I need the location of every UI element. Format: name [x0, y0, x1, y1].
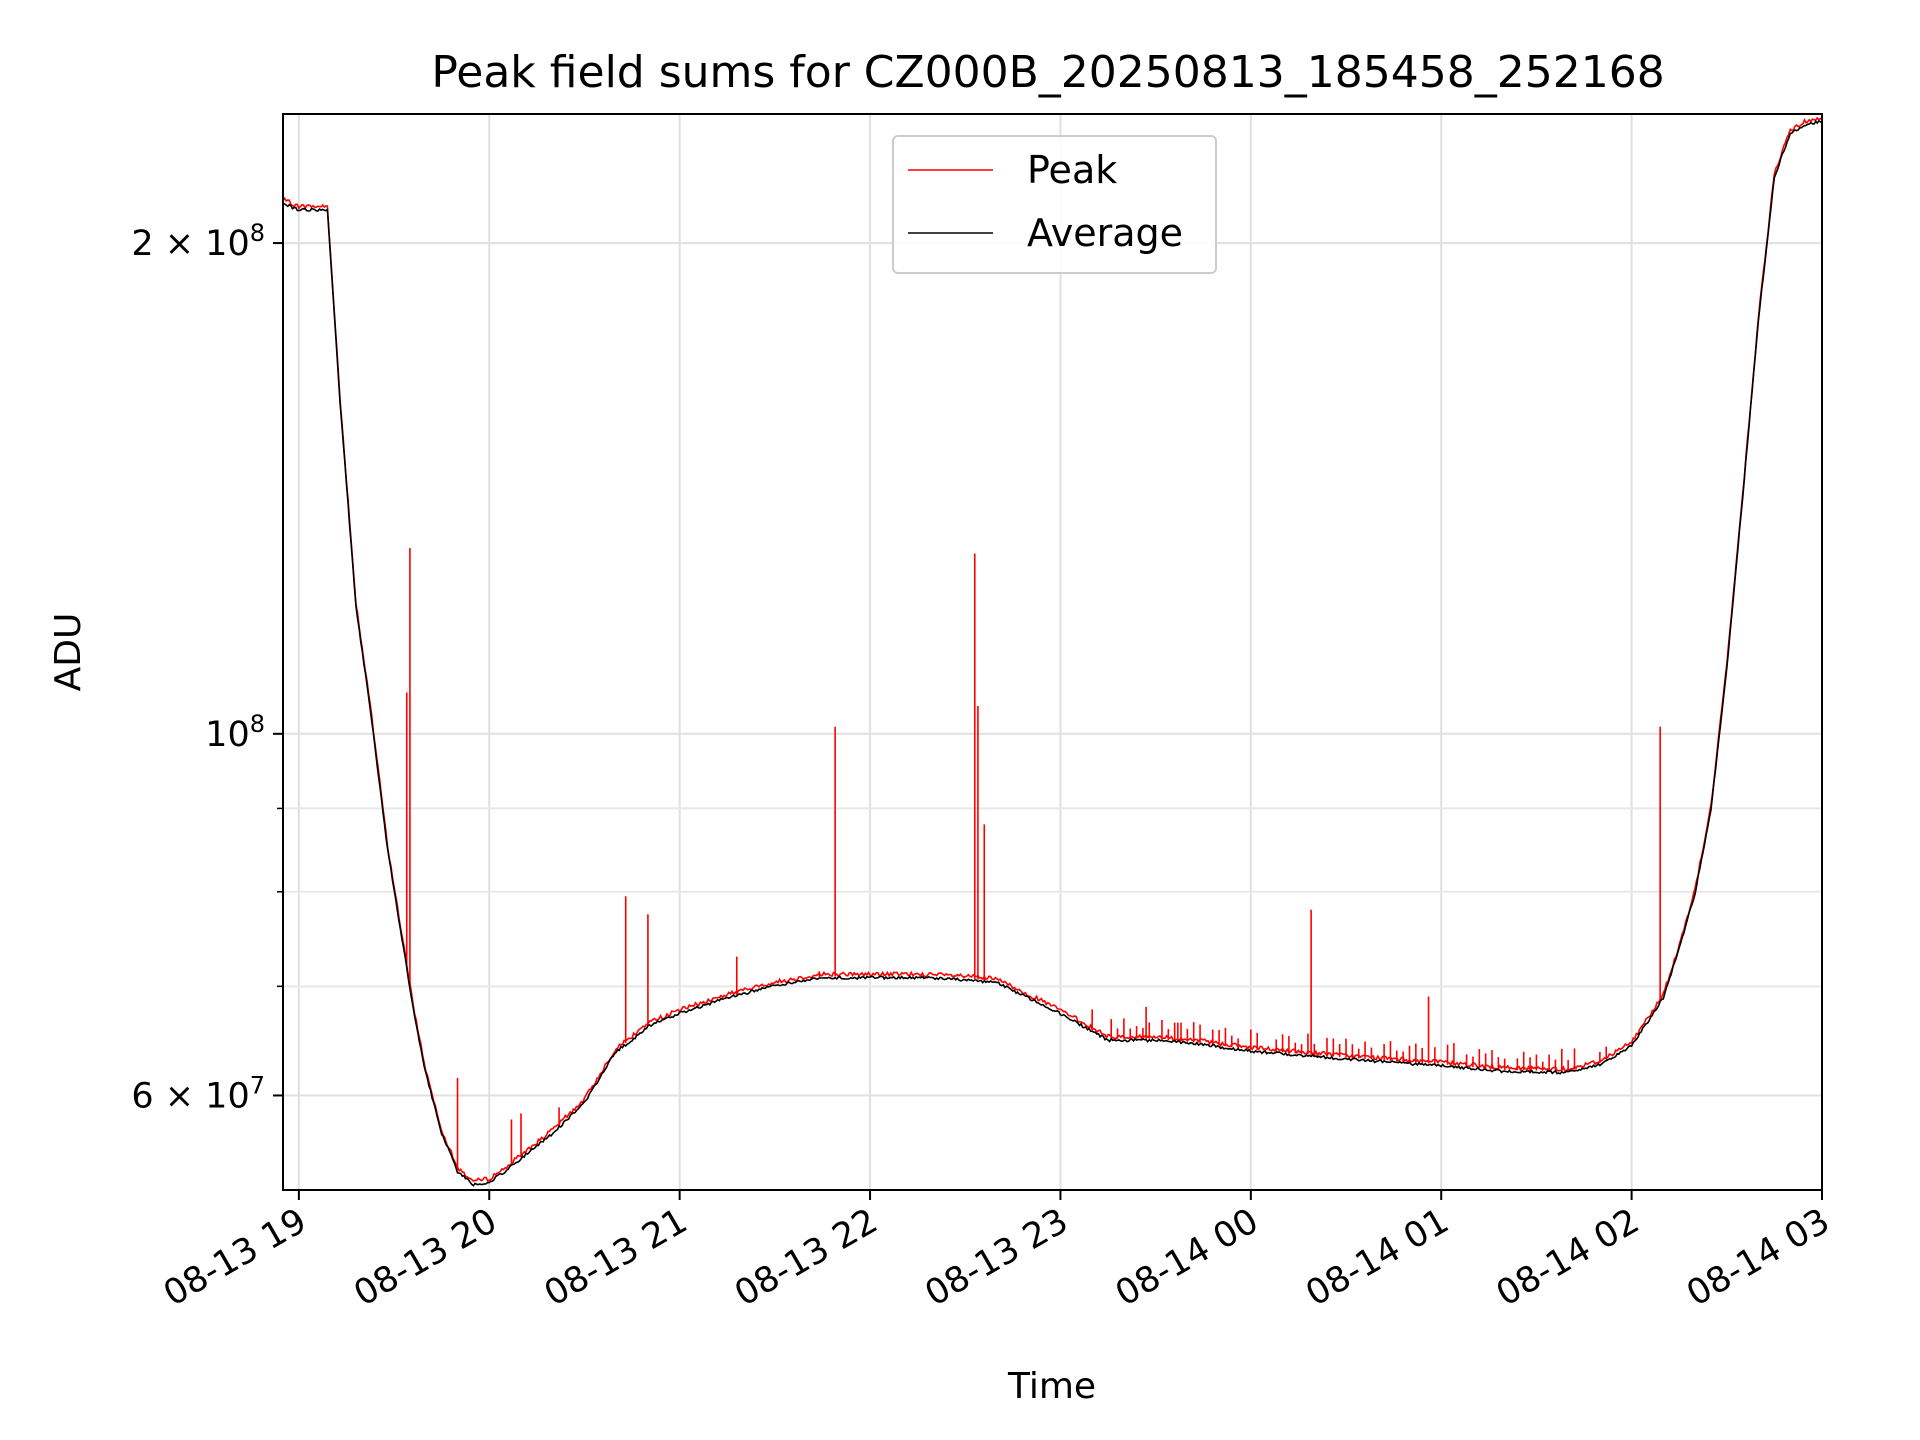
y-tick-label: 108 — [205, 710, 265, 755]
legend: Peak Average — [892, 135, 1217, 274]
grid — [283, 114, 1823, 1190]
legend-label-average: Average — [1027, 211, 1183, 255]
x-tick-label: 08-13 19 — [157, 1201, 313, 1314]
series-average-line — [282, 119, 1823, 1187]
x-axis-title: Time — [1007, 1366, 1096, 1407]
x-axis: 08-13 19 08-13 20 08-13 21 08-13 22 08-13 23… — [157, 1190, 1837, 1314]
plot-frame — [282, 113, 1823, 1191]
y-axis-title: ADU — [48, 613, 89, 692]
x-tick-label: 08-13 20 — [347, 1201, 503, 1314]
y-tick-label: 6 × 107 — [131, 1071, 265, 1116]
series-layer — [282, 116, 1823, 1187]
x-tick-label: 08-13 22 — [728, 1201, 884, 1314]
y-axis: 2 × 108 108 6 × 107 — [131, 219, 283, 1116]
y-tick-label: 2 × 108 — [131, 219, 265, 264]
x-tick-label: 08-14 01 — [1299, 1201, 1455, 1314]
x-tick-label: 08-13 21 — [538, 1201, 694, 1314]
x-tick-label: 08-13 23 — [919, 1201, 1075, 1314]
chart-title: Peak field sums for CZ000B_20250813_1854… — [431, 47, 1664, 98]
series-peak-line — [282, 116, 1823, 1183]
x-tick-label: 08-14 02 — [1490, 1201, 1646, 1314]
series-peak-small-spikes — [1091, 1009, 1608, 1072]
x-tick-label: 08-14 03 — [1680, 1201, 1836, 1314]
legend-label-peak: Peak — [1027, 148, 1117, 192]
x-tick-label: 08-14 00 — [1109, 1201, 1265, 1314]
